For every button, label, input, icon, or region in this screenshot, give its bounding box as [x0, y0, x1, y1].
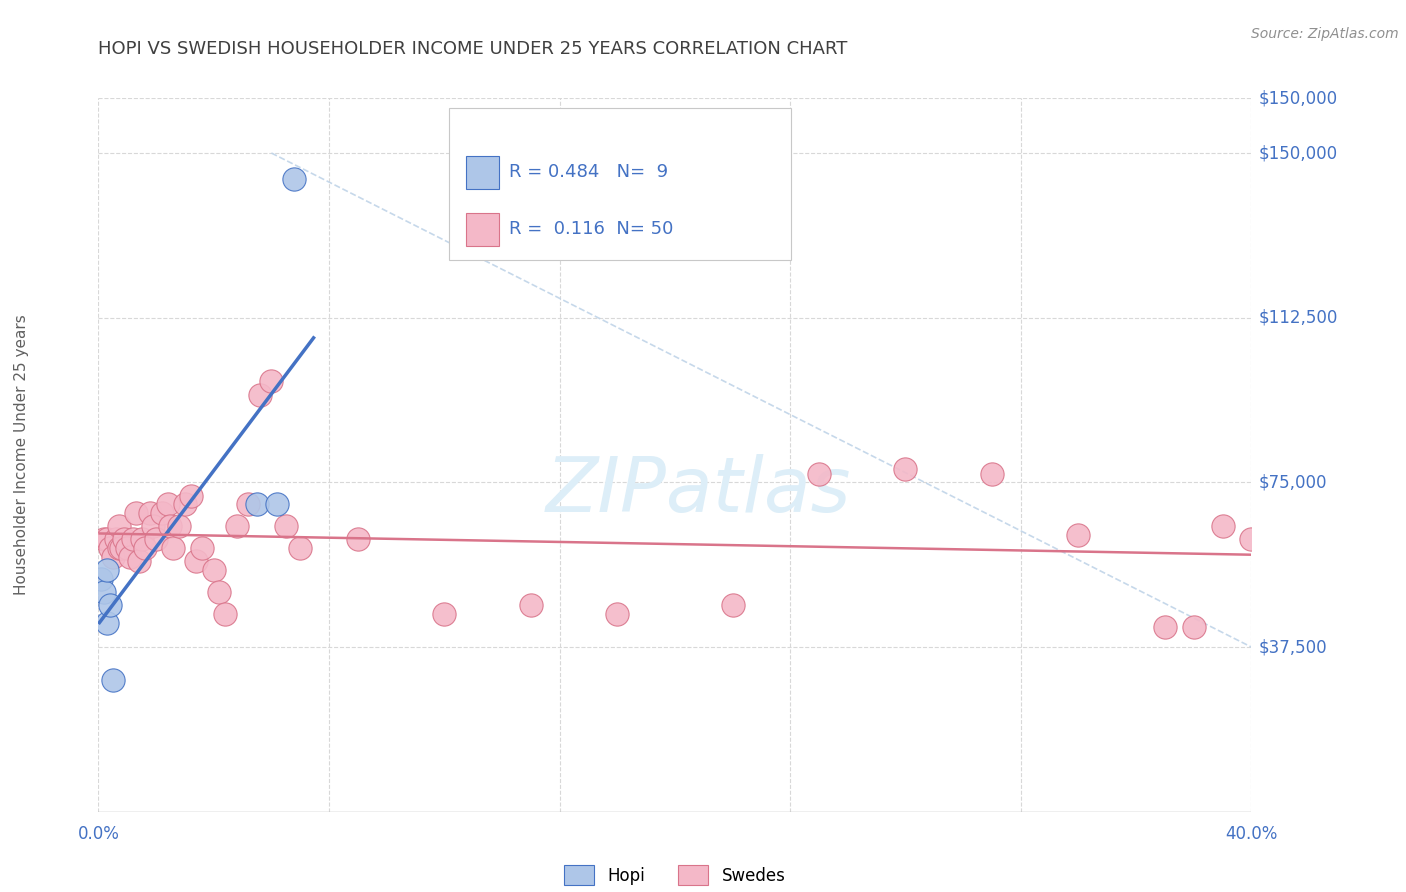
Point: [150, 506, 173, 520]
Text: Householder Income Under 25 years: Householder Income Under 25 years: [14, 315, 28, 595]
Point: [721, 599, 744, 613]
Point: [104, 533, 127, 547]
Point: [260, 375, 283, 389]
Point: [142, 519, 165, 533]
Point: [125, 506, 148, 520]
Point: [131, 533, 153, 547]
Text: HOPI VS SWEDISH HOUSEHOLDER INCOME UNDER 25 YEARS CORRELATION CHART: HOPI VS SWEDISH HOUSEHOLDER INCOME UNDER…: [98, 40, 848, 58]
Text: $75,000: $75,000: [1258, 474, 1327, 491]
Point: [120, 549, 142, 564]
Point: [290, 541, 312, 556]
Point: [1153, 620, 1175, 634]
Point: [1212, 519, 1234, 533]
Point: [156, 497, 179, 511]
Point: [107, 519, 129, 533]
Point: [145, 533, 167, 547]
Point: [128, 554, 150, 568]
Point: [134, 541, 156, 556]
Point: [117, 541, 138, 556]
Point: [214, 607, 236, 621]
Point: [122, 533, 145, 547]
Point: [246, 497, 269, 511]
Point: [101, 673, 124, 687]
Point: [180, 489, 202, 503]
Point: [96, 563, 118, 577]
Point: [110, 541, 132, 556]
Text: $150,000: $150,000: [1258, 144, 1337, 162]
Text: $37,500: $37,500: [1258, 638, 1327, 656]
Point: [162, 541, 184, 556]
Point: [202, 563, 225, 577]
Text: R = 0.484   N=  9: R = 0.484 N= 9: [509, 163, 668, 181]
Point: [186, 554, 208, 568]
Point: [107, 541, 129, 556]
Text: 0.0%: 0.0%: [77, 825, 120, 843]
Point: [98, 541, 121, 556]
Point: [93, 585, 115, 599]
Text: Source: ZipAtlas.com: Source: ZipAtlas.com: [1251, 27, 1399, 41]
Point: [606, 607, 628, 621]
Text: 40.0%: 40.0%: [1225, 825, 1278, 843]
Point: [98, 599, 121, 613]
Point: [981, 467, 1004, 481]
Point: [101, 549, 124, 564]
Point: [139, 506, 162, 520]
Point: [249, 387, 271, 401]
Point: [96, 533, 118, 547]
Point: [208, 585, 231, 599]
Point: [894, 462, 917, 476]
Point: [225, 519, 247, 533]
Point: [96, 615, 118, 630]
Point: [807, 467, 830, 481]
Point: [1240, 533, 1263, 547]
Point: [283, 172, 305, 186]
Point: [274, 519, 297, 533]
Point: [520, 599, 543, 613]
Point: [174, 497, 197, 511]
Text: ZIPatlas: ZIPatlas: [546, 454, 851, 527]
Text: R =  0.116  N= 50: R = 0.116 N= 50: [509, 220, 673, 238]
Point: [346, 533, 368, 547]
Point: [1182, 620, 1205, 634]
Text: $150,000: $150,000: [1258, 89, 1337, 107]
Point: [159, 519, 181, 533]
Point: [90, 572, 112, 586]
Point: [112, 533, 135, 547]
Text: $112,500: $112,500: [1258, 309, 1337, 326]
Point: [433, 607, 456, 621]
Legend: Hopi, Swedes: Hopi, Swedes: [564, 865, 786, 886]
Point: [167, 519, 190, 533]
Point: [266, 497, 288, 511]
Point: [191, 541, 214, 556]
Point: [238, 497, 260, 511]
Point: [93, 533, 115, 547]
Point: [1067, 528, 1090, 542]
